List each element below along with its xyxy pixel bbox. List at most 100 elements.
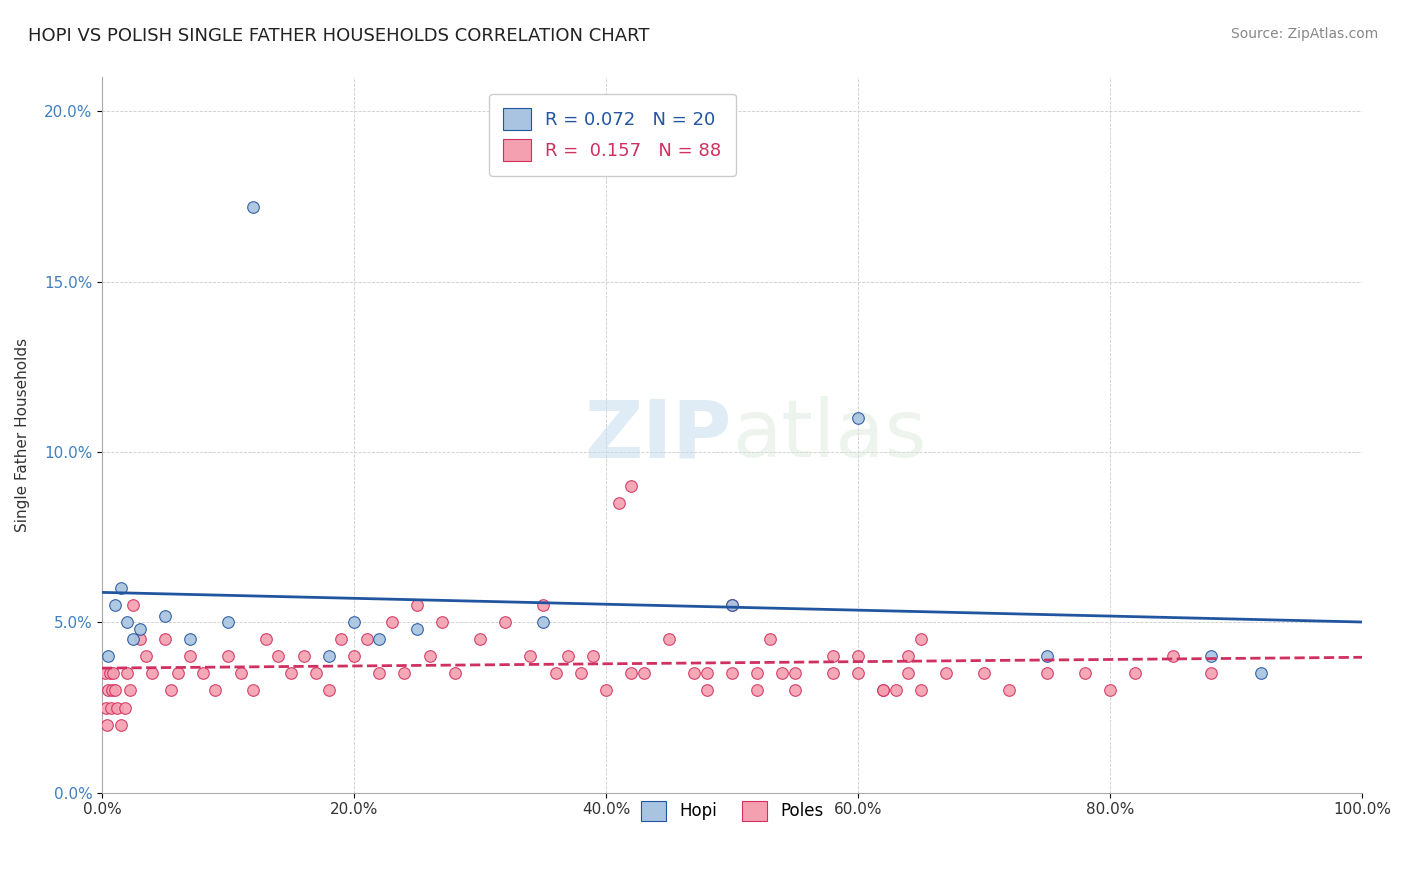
Point bbox=[783, 683, 806, 698]
Point bbox=[114, 700, 136, 714]
Point bbox=[100, 700, 122, 714]
Point bbox=[620, 666, 643, 681]
Point bbox=[1098, 683, 1121, 698]
Point bbox=[292, 649, 315, 664]
Text: Source: ZipAtlas.com: Source: ZipAtlas.com bbox=[1230, 27, 1378, 41]
Text: HOPI VS POLISH SINGLE FATHER HOUSEHOLDS CORRELATION CHART: HOPI VS POLISH SINGLE FATHER HOUSEHOLDS … bbox=[28, 27, 650, 45]
Point bbox=[98, 666, 121, 681]
Point bbox=[1036, 649, 1059, 664]
Point bbox=[280, 666, 302, 681]
Point bbox=[381, 615, 404, 630]
Point bbox=[531, 599, 554, 613]
Point bbox=[368, 632, 391, 647]
Point bbox=[494, 615, 516, 630]
Point bbox=[242, 200, 264, 214]
Point bbox=[683, 666, 706, 681]
Point bbox=[872, 683, 894, 698]
Point bbox=[128, 622, 150, 636]
Legend: Hopi, Poles: Hopi, Poles bbox=[627, 788, 837, 834]
Point bbox=[910, 632, 932, 647]
Point bbox=[330, 632, 353, 647]
Point bbox=[343, 649, 366, 664]
Point bbox=[105, 700, 128, 714]
Point bbox=[884, 683, 907, 698]
Point bbox=[821, 666, 844, 681]
Point bbox=[1250, 666, 1272, 681]
Point bbox=[897, 649, 920, 664]
Point bbox=[419, 649, 441, 664]
Point bbox=[97, 683, 120, 698]
Point bbox=[998, 683, 1021, 698]
Point bbox=[770, 666, 793, 681]
Point bbox=[544, 666, 567, 681]
Point bbox=[110, 717, 132, 731]
Point bbox=[569, 666, 592, 681]
Point bbox=[821, 649, 844, 664]
Point bbox=[103, 666, 125, 681]
Point bbox=[696, 666, 718, 681]
Point bbox=[658, 632, 681, 647]
Point bbox=[103, 683, 125, 698]
Point bbox=[305, 666, 328, 681]
Point bbox=[1199, 649, 1222, 664]
Point bbox=[267, 649, 290, 664]
Point bbox=[406, 622, 429, 636]
Point bbox=[94, 700, 117, 714]
Point bbox=[443, 666, 465, 681]
Point bbox=[115, 615, 138, 630]
Point bbox=[595, 683, 617, 698]
Point bbox=[103, 599, 125, 613]
Point bbox=[135, 649, 157, 664]
Point bbox=[747, 666, 769, 681]
Point bbox=[633, 666, 655, 681]
Point bbox=[721, 599, 744, 613]
Point bbox=[1161, 649, 1184, 664]
Point bbox=[721, 666, 744, 681]
Point bbox=[343, 615, 366, 630]
Point bbox=[356, 632, 378, 647]
Y-axis label: Single Father Households: Single Father Households bbox=[15, 338, 30, 533]
Point bbox=[468, 632, 491, 647]
Point bbox=[153, 632, 176, 647]
Point bbox=[166, 666, 188, 681]
Point bbox=[229, 666, 252, 681]
Point bbox=[1074, 666, 1097, 681]
Point bbox=[115, 666, 138, 681]
Point bbox=[97, 649, 120, 664]
Point bbox=[96, 717, 118, 731]
Point bbox=[318, 649, 340, 664]
Point bbox=[872, 683, 894, 698]
Point bbox=[910, 683, 932, 698]
Point bbox=[204, 683, 226, 698]
Point bbox=[160, 683, 183, 698]
Point bbox=[118, 683, 141, 698]
Point bbox=[432, 615, 454, 630]
Point bbox=[1123, 666, 1146, 681]
Point bbox=[721, 599, 744, 613]
Point bbox=[607, 496, 630, 510]
Point bbox=[101, 683, 124, 698]
Point bbox=[935, 666, 957, 681]
Point bbox=[582, 649, 605, 664]
Point bbox=[747, 683, 769, 698]
Point bbox=[973, 666, 995, 681]
Point bbox=[406, 599, 429, 613]
Point bbox=[696, 683, 718, 698]
Point bbox=[217, 649, 239, 664]
Point bbox=[122, 599, 145, 613]
Point bbox=[141, 666, 163, 681]
Point bbox=[531, 615, 554, 630]
Point bbox=[254, 632, 277, 647]
Point bbox=[242, 683, 264, 698]
Point bbox=[110, 582, 132, 596]
Point bbox=[179, 649, 201, 664]
Point bbox=[759, 632, 782, 647]
Text: atlas: atlas bbox=[733, 396, 927, 474]
Point bbox=[846, 649, 869, 664]
Point bbox=[122, 632, 145, 647]
Point bbox=[1036, 666, 1059, 681]
Point bbox=[846, 666, 869, 681]
Text: ZIP: ZIP bbox=[585, 396, 733, 474]
Point bbox=[179, 632, 201, 647]
Point bbox=[783, 666, 806, 681]
